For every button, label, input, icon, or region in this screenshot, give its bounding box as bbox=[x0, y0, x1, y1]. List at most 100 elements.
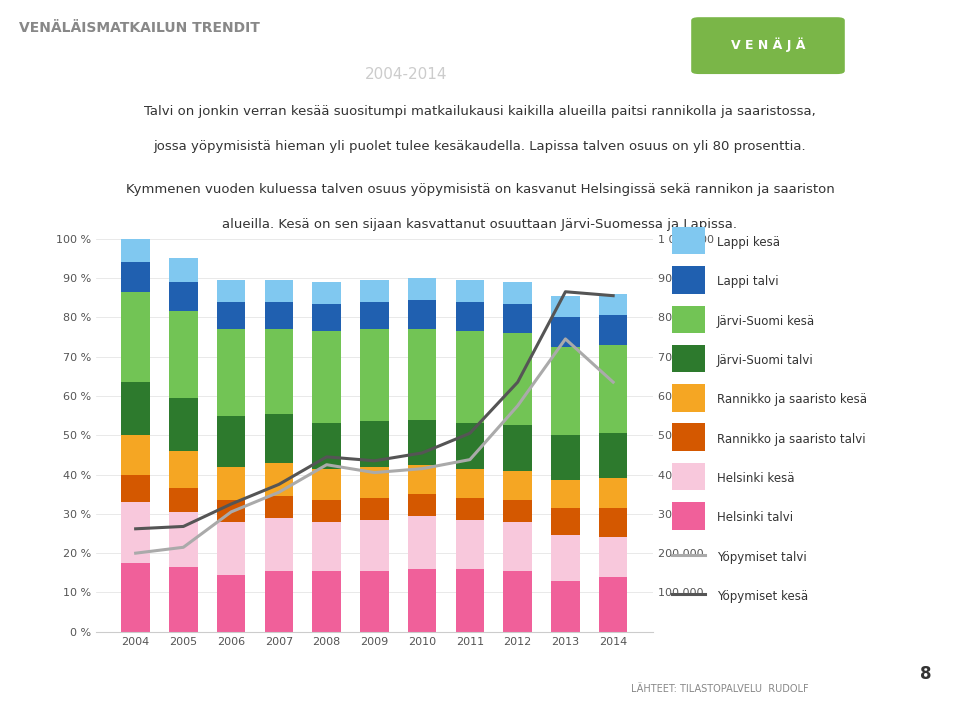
Bar bbox=[360, 498, 389, 519]
Bar bbox=[312, 522, 341, 571]
Bar bbox=[312, 303, 341, 331]
Bar bbox=[265, 329, 293, 413]
Text: Kymmenen vuoden kuluessa talven osuus yöpymisistä on kasvanut Helsingissä sekä r: Kymmenen vuoden kuluessa talven osuus yö… bbox=[126, 183, 834, 196]
Bar bbox=[121, 239, 150, 263]
FancyBboxPatch shape bbox=[672, 502, 706, 529]
Bar bbox=[169, 282, 198, 312]
Bar bbox=[312, 282, 341, 303]
Bar bbox=[217, 416, 246, 467]
Bar bbox=[503, 470, 532, 500]
Bar bbox=[599, 479, 628, 508]
Bar bbox=[599, 345, 628, 433]
Bar bbox=[217, 522, 246, 575]
Bar bbox=[360, 467, 389, 498]
Bar bbox=[456, 280, 484, 302]
Bar bbox=[456, 569, 484, 632]
Bar bbox=[503, 500, 532, 522]
FancyBboxPatch shape bbox=[672, 227, 706, 254]
Bar bbox=[360, 519, 389, 571]
Bar bbox=[456, 423, 484, 469]
FancyBboxPatch shape bbox=[672, 423, 706, 451]
Text: Lappi kesä: Lappi kesä bbox=[716, 236, 780, 249]
Bar bbox=[121, 382, 150, 435]
Bar bbox=[121, 435, 150, 475]
Text: Rannikko ja saaristo kesä: Rannikko ja saaristo kesä bbox=[716, 393, 867, 406]
Text: Rannikko ja saaristo talvi: Rannikko ja saaristo talvi bbox=[716, 432, 865, 446]
Bar bbox=[169, 258, 198, 282]
Text: alueilla. Kesä on sen sijaan kasvattanut osuuttaan Järvi-Suomessa ja Lapissa.: alueilla. Kesä on sen sijaan kasvattanut… bbox=[223, 218, 737, 231]
Bar bbox=[312, 331, 341, 423]
Bar bbox=[599, 508, 628, 538]
Bar bbox=[408, 329, 437, 420]
Bar bbox=[169, 512, 198, 567]
Bar bbox=[169, 451, 198, 489]
Bar bbox=[456, 498, 484, 519]
Bar bbox=[408, 465, 437, 494]
Bar bbox=[551, 347, 580, 435]
Bar bbox=[360, 280, 389, 302]
Text: 8: 8 bbox=[920, 665, 931, 683]
Bar bbox=[551, 317, 580, 347]
Bar bbox=[265, 496, 293, 518]
Bar bbox=[503, 571, 532, 632]
Text: Yöpymiset talvi: Yöpymiset talvi bbox=[716, 550, 806, 564]
Bar bbox=[551, 296, 580, 317]
Bar bbox=[408, 516, 437, 569]
Bar bbox=[551, 536, 580, 581]
Text: Helsinki kesä: Helsinki kesä bbox=[716, 472, 794, 485]
Bar bbox=[408, 494, 437, 516]
Bar bbox=[121, 475, 150, 502]
Bar bbox=[456, 331, 484, 423]
Text: Lappi talvi: Lappi talvi bbox=[716, 275, 779, 289]
Bar bbox=[169, 489, 198, 512]
Bar bbox=[503, 425, 532, 470]
Text: LÄHTEET: TILASTOPALVELU  RUDOLF: LÄHTEET: TILASTOPALVELU RUDOLF bbox=[631, 684, 809, 694]
Bar bbox=[503, 333, 532, 425]
Bar bbox=[217, 329, 246, 416]
Bar bbox=[265, 413, 293, 463]
Text: Järvi-Suomi talvi: Järvi-Suomi talvi bbox=[716, 354, 813, 367]
Bar bbox=[312, 571, 341, 632]
Bar bbox=[599, 538, 628, 577]
Bar bbox=[169, 312, 198, 398]
Bar bbox=[360, 329, 389, 421]
Bar bbox=[456, 302, 484, 331]
Text: Yöpymiset kesä: Yöpymiset kesä bbox=[716, 590, 807, 603]
Bar bbox=[408, 569, 437, 632]
Bar bbox=[265, 280, 293, 302]
Text: 2004-2014: 2004-2014 bbox=[365, 67, 447, 82]
Bar bbox=[217, 500, 246, 522]
Text: Helsinki talvi: Helsinki talvi bbox=[716, 511, 793, 524]
Bar bbox=[599, 293, 628, 315]
Bar bbox=[312, 423, 341, 469]
Bar bbox=[551, 480, 580, 508]
Text: VENÄLÄISMATKAILUN TRENDIT: VENÄLÄISMATKAILUN TRENDIT bbox=[19, 21, 260, 35]
Bar bbox=[312, 500, 341, 522]
Bar bbox=[217, 280, 246, 302]
Bar bbox=[503, 522, 532, 571]
FancyBboxPatch shape bbox=[672, 384, 706, 411]
Bar bbox=[121, 292, 150, 382]
Bar bbox=[408, 420, 437, 465]
Bar bbox=[265, 302, 293, 329]
Bar bbox=[503, 303, 532, 333]
FancyBboxPatch shape bbox=[672, 266, 706, 293]
Bar bbox=[217, 467, 246, 500]
Bar bbox=[169, 398, 198, 451]
Bar bbox=[217, 302, 246, 329]
FancyBboxPatch shape bbox=[672, 305, 706, 333]
Bar bbox=[456, 519, 484, 569]
Text: Talvi on jonkin verran kesää suositumpi matkailukausi kaikilla alueilla paitsi r: Talvi on jonkin verran kesää suositumpi … bbox=[144, 105, 816, 119]
FancyBboxPatch shape bbox=[672, 345, 706, 372]
Bar bbox=[265, 463, 293, 496]
Bar bbox=[456, 469, 484, 498]
Bar bbox=[551, 508, 580, 536]
Bar bbox=[312, 469, 341, 500]
Bar bbox=[121, 263, 150, 292]
FancyBboxPatch shape bbox=[691, 17, 845, 74]
Bar bbox=[360, 571, 389, 632]
Bar bbox=[360, 421, 389, 467]
Bar bbox=[121, 502, 150, 563]
Bar bbox=[408, 278, 437, 300]
Text: jossa yöpymisistä hieman yli puolet tulee kesäkaudella. Lapissa talven osuus on : jossa yöpymisistä hieman yli puolet tule… bbox=[154, 140, 806, 154]
